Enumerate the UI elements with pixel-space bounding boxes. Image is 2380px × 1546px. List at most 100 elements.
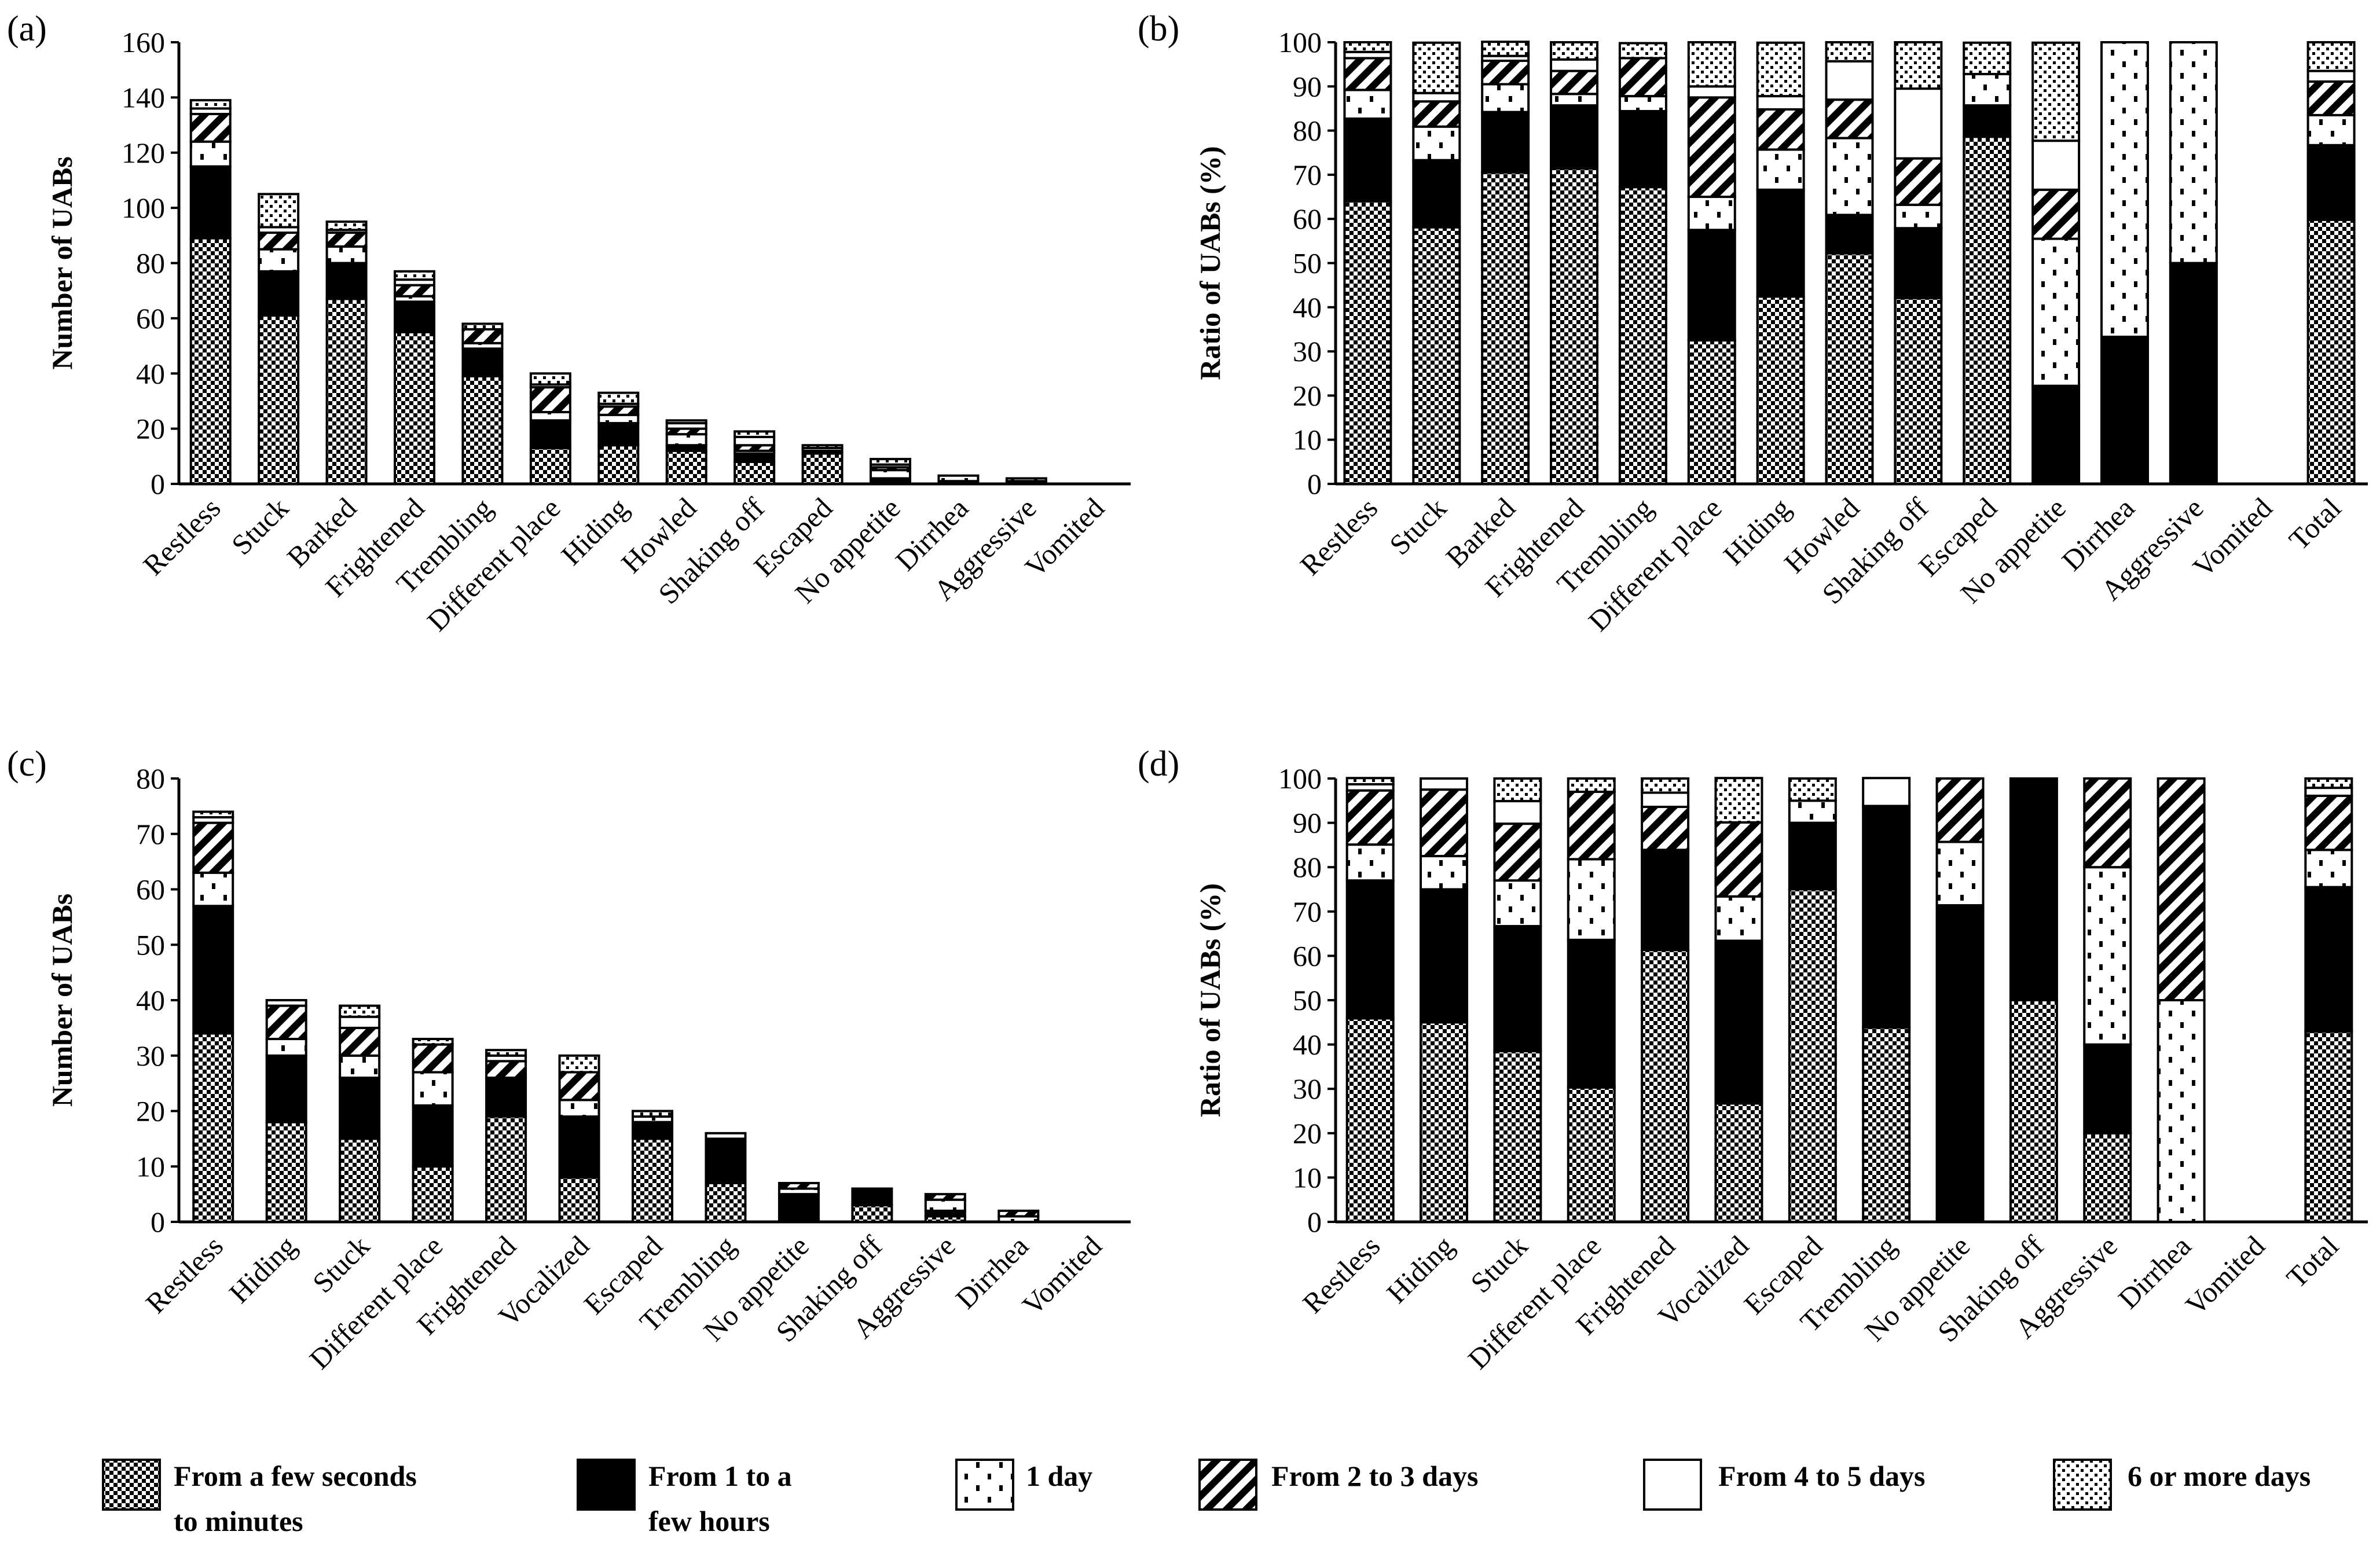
- bar-segment: [265, 1121, 307, 1224]
- bar-segment: [189, 165, 232, 240]
- bar-segment: [851, 1187, 893, 1207]
- y-tick-label: 40: [136, 984, 165, 1016]
- bar-segment: [1714, 895, 1763, 942]
- y-tick-label: 30: [136, 1040, 165, 1072]
- bar-segment: [394, 331, 435, 485]
- bar-segment: [394, 270, 435, 281]
- bar-segment: [1345, 777, 1395, 785]
- y-tick-label: 20: [136, 413, 165, 445]
- bar-segment: [529, 386, 571, 414]
- bar-segment: [1756, 95, 1805, 111]
- y-tick-label: 60: [136, 302, 165, 335]
- bar-segment: [1788, 888, 1837, 1223]
- bar-segment: [937, 474, 980, 483]
- x-tick-label: Vomited: [1016, 1229, 1108, 1321]
- bar-segment: [258, 232, 300, 251]
- panel-b: (b) 0 10 20 30 40 50 60 70 80 90 100 Ratio of UABs (…: [1138, 9, 2368, 637]
- y-tick-label: 20: [136, 1095, 165, 1128]
- bar-segment: [2306, 41, 2356, 72]
- y-tick-label: 80: [136, 247, 165, 280]
- y-tick-label: 60: [1293, 203, 1322, 235]
- bar-segment: [1963, 41, 2012, 75]
- bar-segment: [705, 1181, 747, 1223]
- bar-segment: [1825, 41, 1874, 63]
- y-tick-label: 0: [1307, 1206, 1322, 1238]
- bar-segment: [394, 300, 435, 333]
- bar-segment: [1687, 339, 1736, 486]
- bar-segment: [2083, 1043, 2132, 1134]
- bar-segment: [1345, 879, 1395, 1020]
- bar-segment: [1894, 157, 1943, 206]
- bar-segment: [2304, 1030, 2353, 1223]
- y-tick-label: 10: [136, 1150, 165, 1183]
- bar-segment: [2304, 794, 2353, 851]
- legend-item: From a few seconds to minutes: [102, 1459, 417, 1537]
- x-tick-label: Restless: [137, 491, 226, 581]
- legend-label: 6 or more days: [2128, 1460, 2311, 1492]
- bar-segment: [2304, 777, 2353, 789]
- bar-segment: [189, 140, 232, 168]
- bar-segment: [1788, 777, 1837, 802]
- bar-segment: [1345, 843, 1395, 882]
- y-tick-label: 120: [122, 137, 165, 169]
- bar-segment: [2304, 849, 2353, 888]
- bar-segment: [1567, 790, 1616, 861]
- bar-segment: [558, 1176, 600, 1224]
- legend-item: From 2 to 3 days: [1198, 1459, 1478, 1511]
- bar-segment: [2031, 237, 2081, 387]
- bar-segment: [1567, 1086, 1616, 1223]
- bar-segment: [189, 112, 232, 143]
- bar-segment: [1481, 41, 1530, 57]
- bar-segment: [339, 1004, 381, 1018]
- y-tick-label: 100: [1278, 762, 1322, 795]
- bar-segment: [1412, 100, 1461, 128]
- bar-segment: [2306, 144, 2356, 221]
- y-tick-label: 60: [136, 873, 165, 906]
- bar-segment: [1345, 1017, 1395, 1223]
- bar-segment: [325, 245, 368, 265]
- panel-label: (a): [7, 9, 47, 49]
- bar-segment: [1618, 95, 1667, 113]
- bar-segment: [2031, 139, 2081, 191]
- bar-segment: [258, 248, 300, 273]
- bar-segment: [2306, 113, 2356, 146]
- bar-segment: [705, 1137, 747, 1184]
- bar-segment: [2306, 80, 2356, 116]
- bar-segment: [597, 413, 640, 425]
- legend-swatch: [1643, 1459, 1702, 1511]
- bar-segment: [1825, 98, 1874, 139]
- bar-segment: [851, 1204, 893, 1223]
- y-tick-label: 40: [1293, 1029, 1322, 1061]
- y-tick-label: 50: [1293, 984, 1322, 1016]
- bar-segment: [1343, 200, 1392, 485]
- bar-segment: [339, 1015, 381, 1029]
- bar-segment: [1005, 477, 1047, 483]
- y-tick-label: 20: [1293, 1117, 1322, 1150]
- bar-segment: [778, 1193, 820, 1223]
- y-tick-label: 50: [1293, 247, 1322, 280]
- bar-segment: [2304, 886, 2353, 1033]
- bar-segment: [2031, 41, 2081, 142]
- bar-segment: [1894, 87, 1943, 160]
- bar-segment: [529, 447, 571, 485]
- y-tick-label: 40: [136, 357, 165, 390]
- bar-segment: [1493, 777, 1542, 803]
- bar-segment: [192, 821, 234, 874]
- bar-segment: [1687, 96, 1736, 199]
- bar-segment: [998, 1209, 1040, 1218]
- y-tick-label: 10: [1293, 1161, 1322, 1194]
- x-tick-label: Total: [2280, 1229, 2345, 1294]
- bar-segment: [461, 328, 504, 344]
- legend-item: 6 or more days: [2053, 1459, 2311, 1511]
- bar-segment: [265, 1004, 307, 1041]
- bar-segment: [1756, 148, 1805, 191]
- bar-segment: [1343, 89, 1392, 120]
- bar-segment: [192, 810, 234, 819]
- bar-segment: [412, 1038, 454, 1046]
- bar-segment: [1412, 125, 1461, 161]
- bar-segment: [1550, 104, 1599, 170]
- y-tick-label: 90: [1293, 807, 1322, 839]
- bar-segment: [1894, 227, 1943, 299]
- y-tick-label: 0: [151, 468, 165, 500]
